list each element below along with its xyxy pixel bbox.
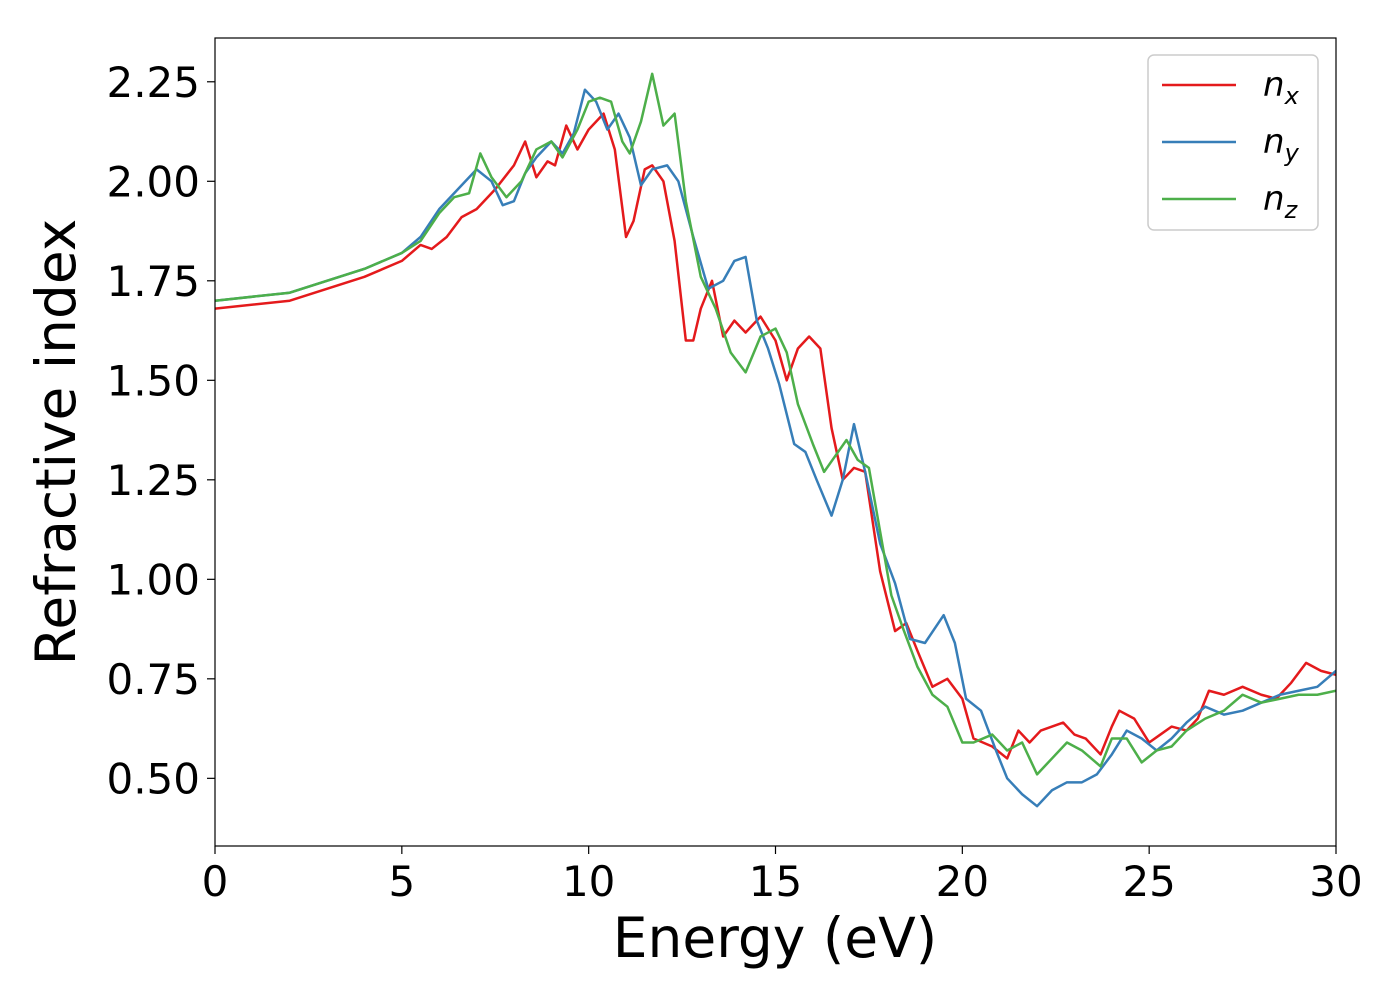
y-tick-label: 1.25 (106, 456, 200, 505)
x-tick-label: 30 (1309, 857, 1362, 906)
x-tick-label: 20 (936, 857, 989, 906)
y-tick-label: 0.75 (106, 655, 200, 704)
y-axis-title: Refractive index (24, 219, 88, 666)
series-line-nx (215, 112, 1336, 760)
legend-label-base: n (1263, 122, 1285, 162)
x-tick-label: 0 (202, 857, 229, 906)
legend-label-base: n (1263, 179, 1285, 219)
legend-label-nz: nz (1263, 179, 1299, 224)
y-tick-label: 2.25 (106, 58, 200, 107)
legend-label-base: n (1263, 65, 1285, 105)
legend-label-subscript: z (1284, 196, 1299, 224)
y-tick-label: 0.50 (106, 754, 200, 803)
y-axis: 0.50 0.75 1.00 1.25 1.50 1.75 2.00 2.25 (106, 58, 215, 803)
x-tick-label: 5 (388, 857, 415, 906)
legend-label-subscript: x (1284, 82, 1300, 110)
y-tick-label: 1.75 (106, 257, 200, 306)
x-tick-label: 15 (749, 857, 802, 906)
legend-label-ny: ny (1263, 122, 1300, 167)
legend-label-subscript: y (1284, 139, 1300, 167)
series-line-nz (215, 72, 1336, 776)
series-layer (215, 72, 1336, 808)
x-axis: 0 5 10 15 20 25 30 (202, 846, 1363, 906)
x-tick-label: 25 (1122, 857, 1175, 906)
y-tick-label: 1.50 (106, 356, 200, 405)
legend-label-nx: nx (1263, 65, 1300, 110)
y-tick-label: 2.00 (106, 157, 200, 206)
x-tick-label: 10 (562, 857, 615, 906)
x-axis-title: Energy (eV) (613, 906, 937, 970)
y-tick-label: 1.00 (106, 555, 200, 604)
series-line-ny (215, 88, 1336, 808)
